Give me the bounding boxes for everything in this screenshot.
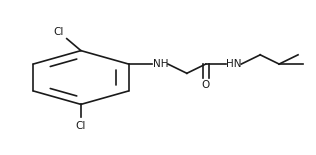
Text: Cl: Cl [76, 120, 86, 131]
Text: NH: NH [153, 59, 168, 69]
Text: O: O [202, 80, 210, 90]
Text: Cl: Cl [53, 27, 64, 37]
Text: HN: HN [226, 59, 242, 69]
